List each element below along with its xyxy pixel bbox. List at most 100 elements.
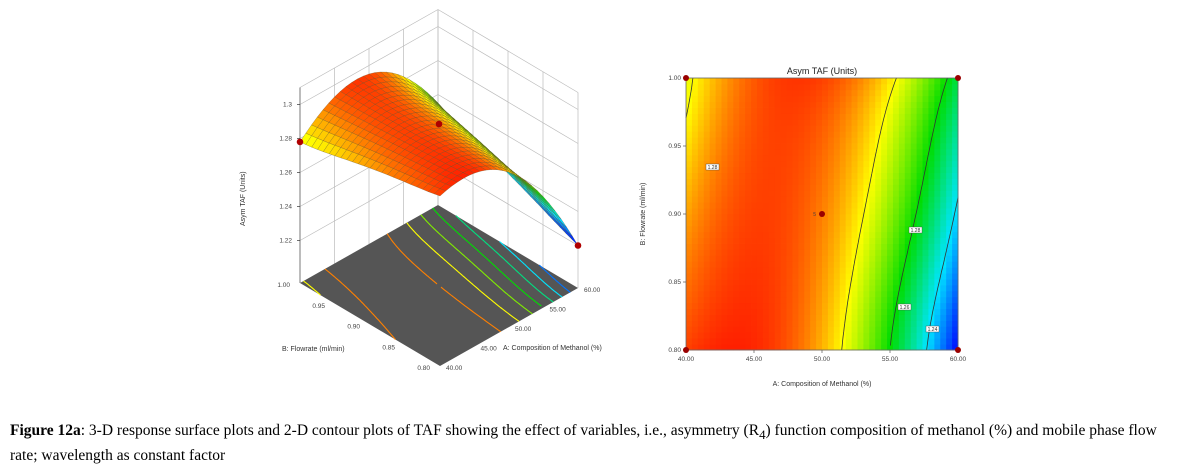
heatmap-cell — [839, 119, 847, 126]
heatmap-cell — [833, 196, 841, 203]
heatmap-cell — [703, 338, 711, 345]
heatmap-cell — [691, 214, 699, 221]
heatmap-cell — [875, 249, 882, 256]
heatmap-cell — [928, 296, 935, 304]
heatmap-cell — [881, 78, 888, 85]
heatmap-cell — [827, 143, 835, 150]
heatmap-cell — [721, 78, 728, 85]
heatmap-cell — [768, 338, 776, 345]
heatmap-cell — [839, 261, 847, 268]
heatmap-cell — [733, 261, 740, 268]
heatmap-cell — [703, 95, 711, 103]
heatmap-cell — [780, 166, 787, 174]
heatmap-cell — [762, 154, 770, 162]
heatmap-cell — [792, 178, 799, 185]
heatmap-cell — [934, 172, 941, 179]
heatmap-cell — [739, 172, 746, 179]
heatmap-cell — [697, 326, 705, 333]
heatmap-cell — [745, 196, 752, 203]
heatmap-cell — [875, 267, 882, 274]
heatmap-cell — [839, 214, 847, 221]
heatmap-cell — [892, 338, 900, 345]
heatmap-cell — [756, 131, 764, 138]
heatmap-cell — [691, 255, 699, 262]
heatmap-cell — [851, 314, 858, 321]
heatmap-cell — [751, 261, 758, 268]
floor-contour — [432, 207, 542, 307]
heatmap-cell — [940, 302, 947, 310]
heatmap-cell — [792, 148, 799, 156]
heatmap-cell — [739, 190, 746, 197]
heatmap-cell — [845, 296, 852, 304]
contour-line — [890, 77, 948, 346]
heatmap-cell — [745, 172, 752, 179]
caption-subscript: 4 — [759, 427, 766, 443]
heatmap-cell — [709, 119, 716, 126]
heatmap-cell — [709, 255, 716, 262]
heatmap-cell — [786, 137, 793, 144]
heatmap-cell — [946, 101, 953, 108]
heatmap-cell — [727, 214, 734, 221]
heatmap-cell — [839, 125, 847, 132]
heatmap-cell — [816, 202, 823, 209]
heatmap-cell — [756, 95, 764, 103]
heatmap-cell — [922, 160, 929, 168]
heatmap-cell — [780, 83, 787, 91]
heatmap-cell — [839, 308, 847, 315]
heatmap-cell — [762, 89, 770, 97]
heatmap-cell — [721, 107, 728, 114]
heatmap-cell — [745, 214, 752, 221]
heatmap-cell — [910, 332, 918, 339]
heatmap-cell — [887, 119, 894, 126]
heatmap-cell — [691, 344, 699, 351]
heatmap-cell — [822, 219, 829, 227]
heatmap-cell — [751, 131, 758, 138]
heatmap-cell — [780, 243, 787, 250]
heatmap-cell — [762, 196, 770, 203]
heatmap-cell — [745, 255, 752, 262]
heatmap-cell — [952, 196, 959, 203]
heatmap-cell — [792, 308, 799, 315]
heatmap-cell — [733, 219, 740, 227]
heatmap-cell — [910, 78, 918, 85]
heatmap-cell — [887, 101, 894, 108]
heatmap-cell — [839, 344, 847, 351]
heatmap-cell — [715, 107, 722, 114]
heatmap-cell — [792, 113, 799, 120]
heatmap-cell — [691, 231, 699, 239]
heatmap-cell — [721, 184, 728, 191]
heatmap-cell — [774, 255, 782, 262]
heatmap-cell — [904, 202, 912, 209]
heatmap-cell — [703, 190, 711, 197]
heatmap-cell — [869, 255, 876, 262]
heatmap-cell — [762, 296, 770, 304]
heatmap-cell — [940, 190, 947, 197]
heatmap-cell — [898, 119, 906, 126]
heatmap-cell — [733, 237, 740, 244]
heatmap-cell — [863, 107, 870, 114]
heatmap-cell — [916, 101, 923, 108]
heatmap-cell — [887, 89, 894, 97]
heatmap-cell — [869, 231, 876, 239]
heatmap-cell — [827, 119, 835, 126]
heatmap-cell — [934, 178, 941, 185]
heatmap-cell — [768, 243, 776, 250]
heatmap-cell — [703, 113, 711, 120]
heatmap-cell — [686, 125, 693, 132]
heatmap-cell — [768, 231, 776, 239]
heatmap-cell — [768, 314, 776, 321]
heatmap-cell — [691, 89, 699, 97]
heatmap-cell — [934, 290, 941, 298]
heatmap-cell — [857, 119, 864, 126]
heatmap-cell — [739, 83, 746, 91]
heatmap-cell — [857, 107, 864, 114]
heatmap-cell — [946, 166, 953, 174]
heatmap-cell — [887, 95, 894, 103]
heatmap-cell — [934, 78, 941, 85]
heatmap-cell — [827, 290, 835, 298]
heatmap-cell — [827, 166, 835, 174]
heatmap-cell — [745, 332, 752, 339]
wall-gridline — [437, 60, 579, 144]
floor-contour — [538, 264, 571, 293]
heatmap-cell — [715, 154, 722, 162]
